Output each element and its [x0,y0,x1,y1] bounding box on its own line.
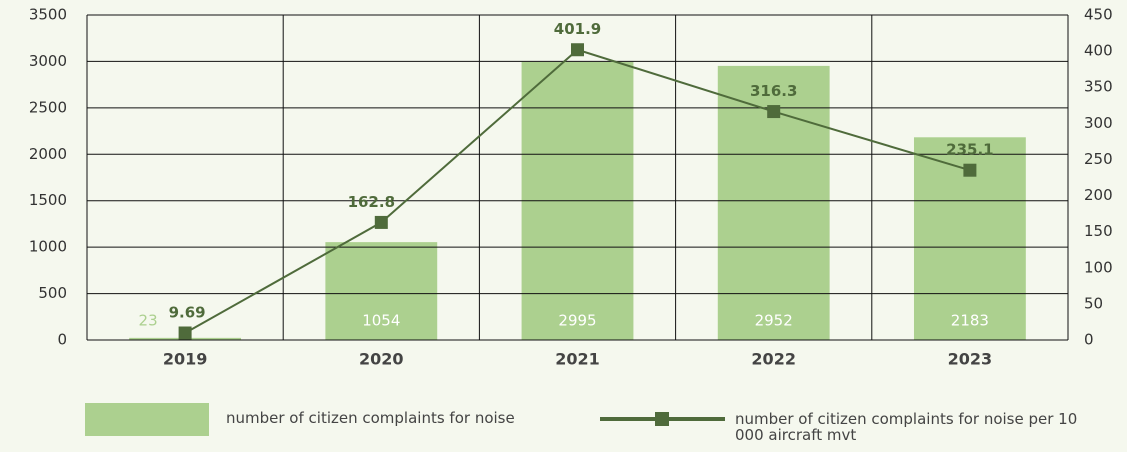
y2-tick-label: 350 [1084,78,1113,96]
y-tick-label: 1500 [29,191,67,209]
y2-tick-label: 450 [1084,6,1113,24]
bar-value-label: 2995 [558,312,596,330]
bar-value-label: 1054 [362,312,400,330]
y-tick-label: 1000 [29,238,67,256]
line-marker [767,105,781,119]
bar-value-label: 2952 [755,312,793,330]
legend-label: number of citizen complaints for noise [226,409,515,427]
bar [325,242,438,340]
y2-tick-label: 300 [1084,114,1113,132]
y2-tick-label: 0 [1084,331,1094,349]
x-tick-label: 2019 [163,350,208,369]
line-value-label: 235.1 [946,141,993,159]
y-tick-label: 2000 [29,145,67,163]
legend-swatch [85,403,209,436]
line-value-label: 316.3 [750,82,797,100]
x-tick-label: 2022 [751,350,796,369]
y2-tick-label: 100 [1084,258,1113,276]
y-tick-label: 0 [57,331,67,349]
line-value-label: 401.9 [554,20,601,38]
y2-tick-label: 50 [1084,294,1103,312]
y-tick-label: 3500 [29,6,67,24]
x-tick-label: 2020 [359,350,404,369]
x-tick-label: 2023 [948,350,993,369]
y2-tick-label: 200 [1084,186,1113,204]
x-tick-label: 2021 [555,350,600,369]
line-marker [963,163,977,177]
y2-tick-label: 250 [1084,150,1113,168]
y-tick-label: 3000 [29,52,67,70]
line-value-label: 9.69 [169,304,206,322]
bar-value-label: 2183 [951,312,989,330]
line-marker [178,326,192,340]
line-marker [571,43,584,57]
line-marker [374,215,388,229]
legend-marker [655,412,669,426]
line-value-label: 162.8 [348,193,395,211]
legend-label: number of citizen complaints for noise p… [735,410,1078,444]
y2-tick-label: 150 [1084,222,1113,240]
bar-value-label: 23 [139,312,158,330]
y-tick-label: 2500 [29,98,67,116]
y2-tick-label: 400 [1084,42,1113,60]
y-tick-label: 500 [38,284,67,302]
